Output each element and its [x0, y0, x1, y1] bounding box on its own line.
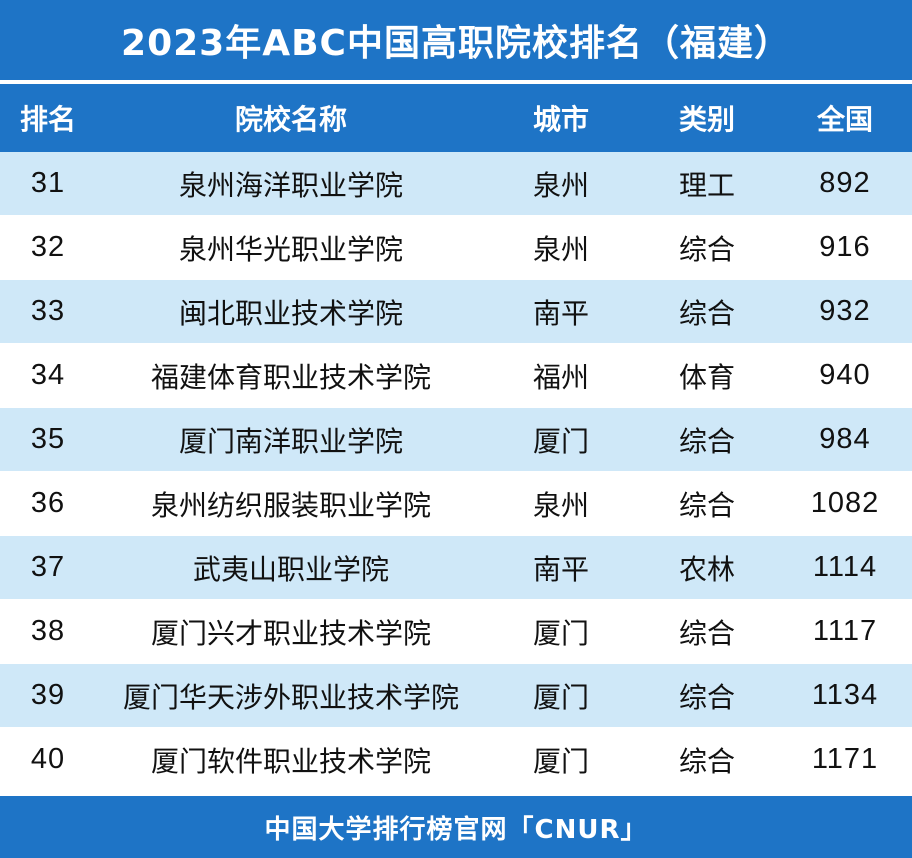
cell-city: 厦门 [532, 424, 589, 458]
table-row: 32 泉州华光职业学院 泉州 综合 916 [0, 216, 912, 280]
cell-city: 南平 [532, 552, 589, 586]
cell-name: 厦门南洋职业学院 [178, 424, 403, 458]
cell-national: 1171 [811, 743, 879, 775]
cell-rank: 36 [30, 487, 66, 519]
table-row: 31 泉州海洋职业学院 泉州 理工 892 [0, 152, 912, 216]
cell-name: 泉州纺织服装职业学院 [150, 488, 431, 522]
table-header: 排名 院校名称 城市 类别 全国 [0, 84, 912, 152]
cell-rank: 40 [30, 743, 66, 775]
cell-rank: 31 [30, 167, 66, 199]
cell-type: 综合 [678, 232, 735, 266]
cell-name: 泉州华光职业学院 [178, 232, 403, 266]
cell-city: 厦门 [532, 616, 589, 650]
table-row: 34 福建体育职业技术学院 福州 体育 940 [0, 344, 912, 408]
cell-city: 南平 [532, 296, 589, 330]
table-row: 38 厦门兴才职业技术学院 厦门 综合 1117 [0, 600, 912, 664]
table-row: 36 泉州纺织服装职业学院 泉州 综合 1082 [0, 472, 912, 536]
cell-city: 泉州 [532, 168, 589, 202]
cell-city: 福州 [532, 360, 589, 394]
header-rank: 排名 [19, 103, 76, 136]
cell-rank: 32 [30, 231, 66, 263]
title-bar: 2023年ABC中国高职院校排名（福建） [0, 0, 912, 80]
cell-national: 916 [819, 231, 871, 263]
cell-rank: 38 [30, 615, 66, 647]
cell-city: 泉州 [532, 232, 589, 266]
cell-city: 厦门 [532, 680, 589, 714]
cell-name: 闽北职业技术学院 [178, 296, 403, 330]
cell-rank: 33 [30, 295, 66, 327]
cell-type: 综合 [678, 680, 735, 714]
footer-bar: 中国大学排行榜官网「CNUR」 [0, 796, 912, 858]
table-row: 33 闽北职业技术学院 南平 综合 932 [0, 280, 912, 344]
cell-name: 福建体育职业技术学院 [150, 360, 431, 394]
cell-name: 厦门软件职业技术学院 [150, 744, 431, 778]
table-body: 31 泉州海洋职业学院 泉州 理工 892 32 泉州华光职业学院 泉州 综合 … [0, 152, 912, 792]
cell-national: 984 [819, 423, 871, 455]
footer-source: 中国大学排行榜官网「CNUR」 [264, 814, 648, 845]
cell-national: 1117 [812, 615, 878, 647]
header-name: 院校名称 [234, 103, 347, 136]
cell-national: 940 [819, 359, 871, 391]
cell-city: 泉州 [532, 488, 589, 522]
cell-name: 武夷山职业学院 [192, 552, 389, 586]
header-type: 类别 [678, 103, 735, 136]
header-national: 全国 [816, 103, 873, 136]
cell-national: 892 [819, 167, 871, 199]
header-city: 城市 [532, 103, 589, 136]
cell-type: 综合 [678, 488, 735, 522]
cell-rank: 34 [30, 359, 66, 391]
cell-city: 厦门 [532, 744, 589, 778]
cell-rank: 39 [30, 679, 66, 711]
cell-type: 综合 [678, 424, 735, 458]
cell-type: 综合 [678, 616, 735, 650]
cell-national: 1114 [812, 551, 878, 583]
cell-national: 932 [819, 295, 871, 327]
cell-type: 综合 [678, 744, 735, 778]
cell-rank: 35 [30, 423, 66, 455]
table-row: 40 厦门软件职业技术学院 厦门 综合 1171 [0, 728, 912, 792]
table-row: 37 武夷山职业学院 南平 农林 1114 [0, 536, 912, 600]
cell-type: 农林 [678, 552, 735, 586]
cell-type: 体育 [678, 360, 735, 394]
cell-type: 综合 [678, 296, 735, 330]
cell-name: 厦门华天涉外职业技术学院 [122, 680, 459, 714]
cell-name: 泉州海洋职业学院 [178, 168, 403, 202]
cell-national: 1134 [811, 679, 879, 711]
page-title: 2023年ABC中国高职院校排名（福建） [121, 23, 791, 64]
table-row: 39 厦门华天涉外职业技术学院 厦门 综合 1134 [0, 664, 912, 728]
cell-national: 1082 [810, 487, 880, 519]
table-row: 35 厦门南洋职业学院 厦门 综合 984 [0, 408, 912, 472]
cell-type: 理工 [678, 168, 735, 202]
cell-name: 厦门兴才职业技术学院 [150, 616, 431, 650]
cell-rank: 37 [30, 551, 66, 583]
